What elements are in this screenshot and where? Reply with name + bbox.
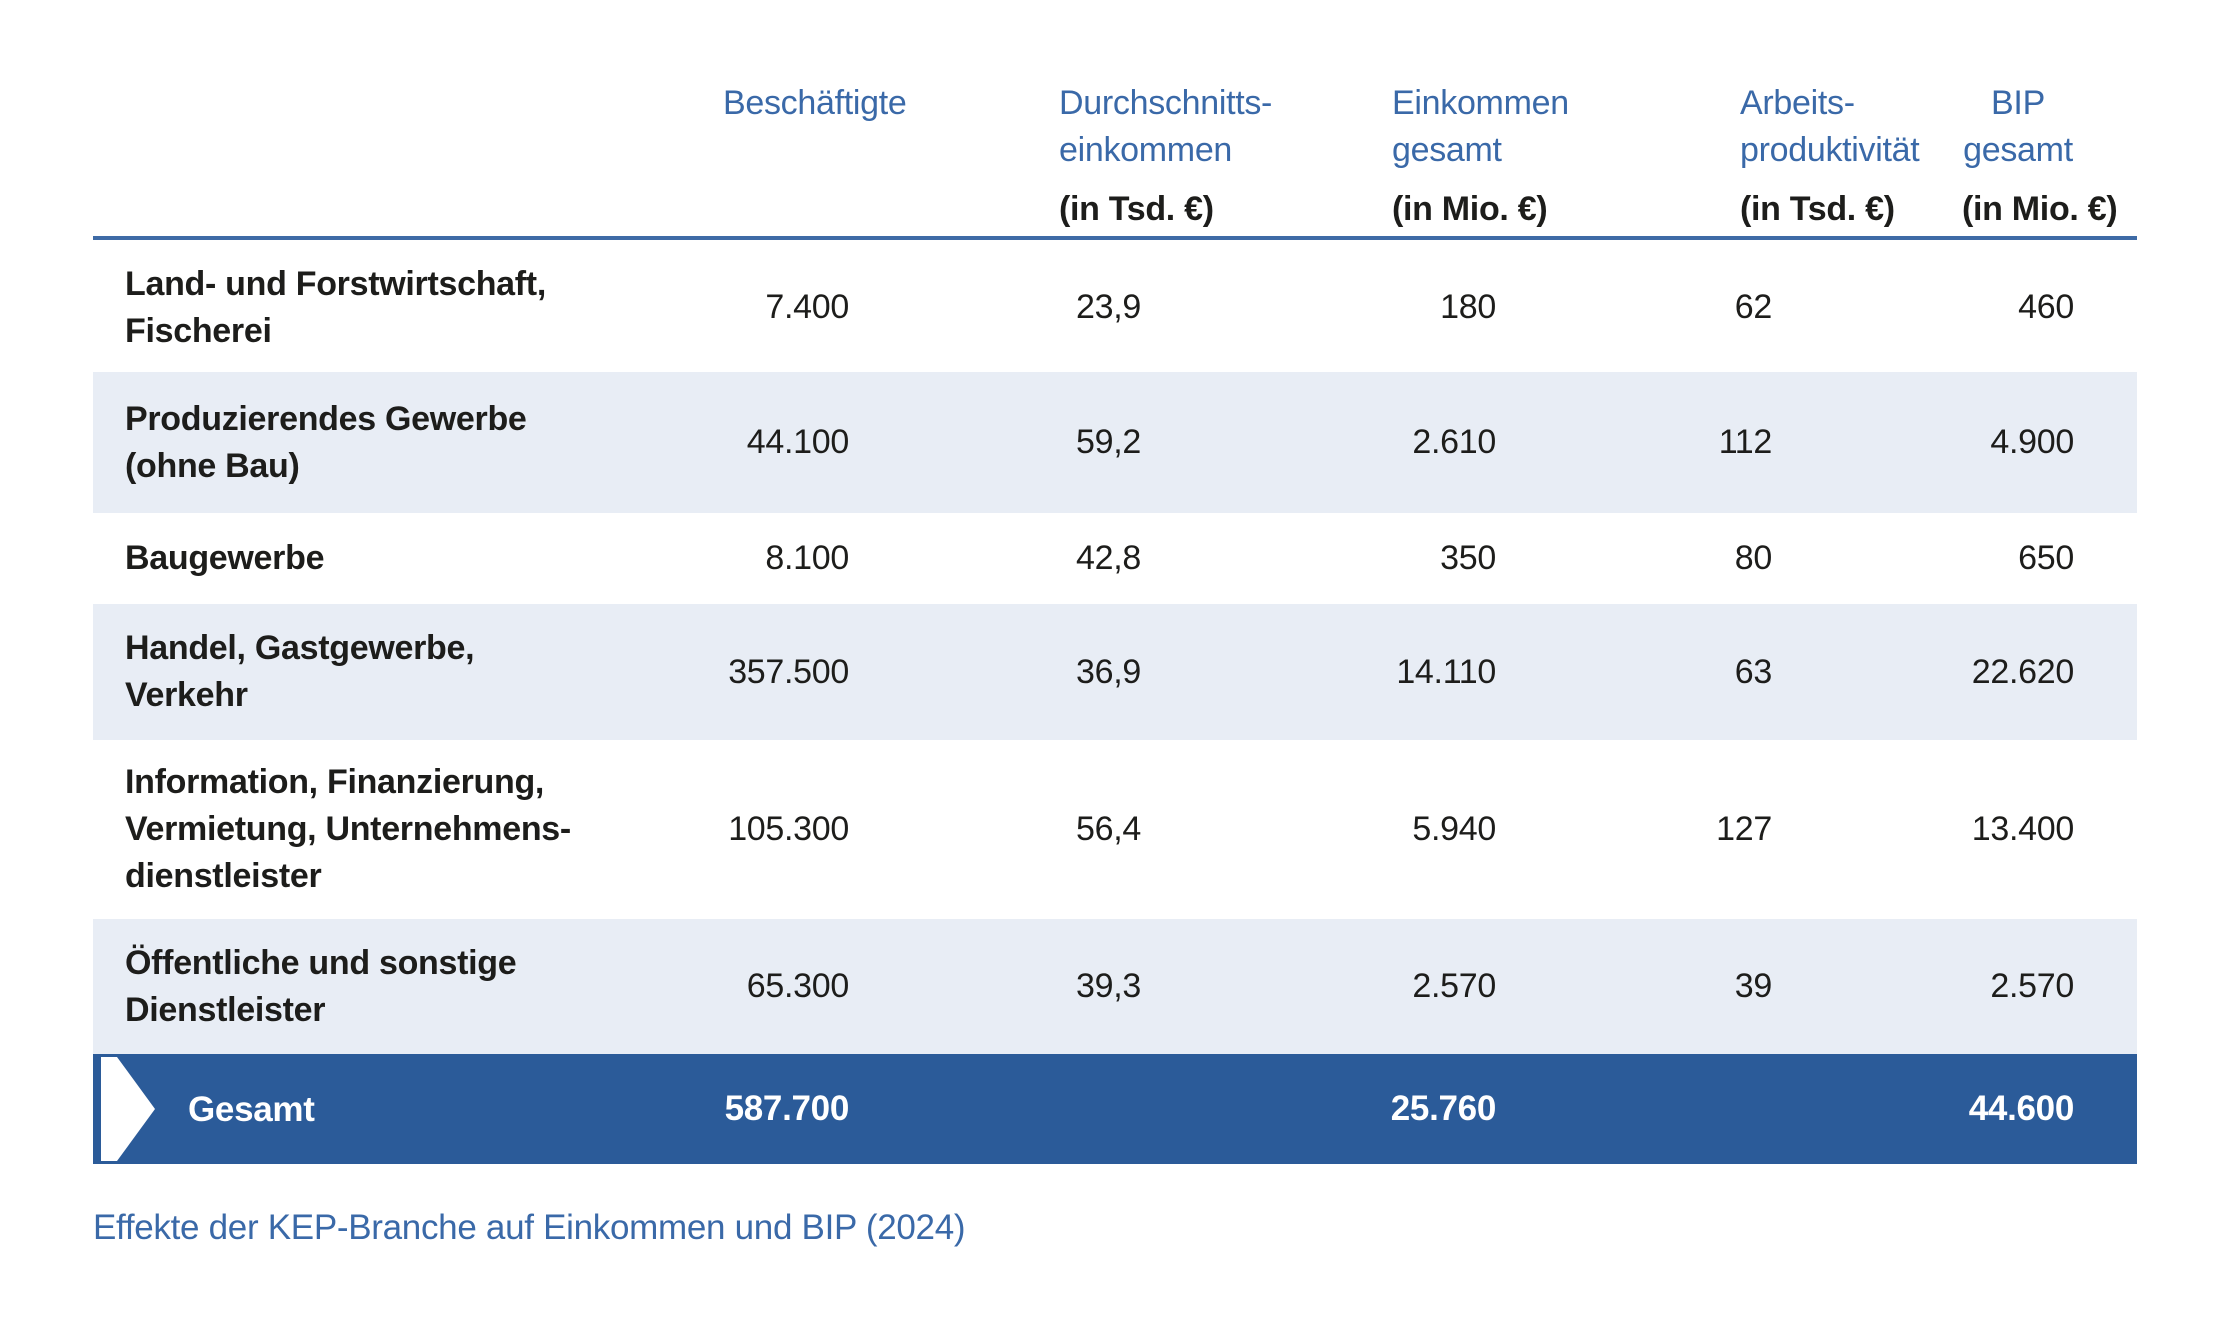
row-label-line: Handel, Gastgewerbe, [125,629,475,667]
row-label: Information, Finanzierung, Vermietung, U… [93,759,573,900]
cell-durchschnittseinkommen: 39,3 [1076,967,1141,1005]
cell-bip-gesamt: 2.570 [1990,967,2074,1005]
column-header-line: gesamt [1392,131,1502,169]
row-label-line: (ohne Bau) [125,446,300,485]
column-header-line: Einkommen [1392,84,1569,122]
row-label: Baugewerbe [93,535,573,582]
column-unit: (in Mio. €) [1392,190,1548,228]
row-label-line: Fischerei [125,311,272,350]
column-header-line: Durchschnitts- [1059,84,1273,122]
cell-arbeitsproduktivitaet: 127 [1716,810,1772,848]
total-label: Gesamt [188,1089,315,1129]
row-label-line: Vermietung, Unternehmens- [125,810,571,848]
column-unit: (in Tsd. €) [1740,190,1895,228]
cell-durchschnittseinkommen: 59,2 [1076,423,1141,461]
cell-arbeitsproduktivitaet: 39 [1734,967,1773,1005]
total-beschaeftigte: 587.700 [724,1089,850,1128]
column-header-beschaeftigte: Beschäftigte [573,80,907,233]
column-header-arbeitsproduktivitaet: Arbeits- produktivität (in Tsd. €) [1496,80,1920,233]
column-header-durchschnittseinkommen: Durchschnitts- einkommen (in Tsd. €) [849,80,1273,233]
cell-beschaeftigte: 65.300 [746,967,850,1005]
header-spacer [93,80,573,233]
cell-bip-gesamt: 13.400 [1971,810,2075,848]
row-label-line: Verkehr [125,676,248,714]
cell-einkommen-gesamt: 180 [1440,288,1496,326]
cell-einkommen-gesamt: 2.570 [1412,967,1496,1005]
cell-beschaeftigte: 357.500 [728,652,849,691]
column-header-line: produktivität [1740,131,1920,169]
cell-einkommen-gesamt: 350 [1440,539,1496,577]
total-einkommen-gesamt: 25.760 [1390,1089,1497,1128]
row-label-line: Information, Finanzierung, [125,763,545,801]
cell-durchschnittseinkommen: 42,8 [1076,539,1141,577]
row-label-line: Baugewerbe [125,539,325,577]
total-row: Gesamt 587.700 25.760 44.600 [93,1054,2137,1164]
column-unit: (in Tsd. €) [1059,190,1214,228]
column-header-line: Beschäftigte [723,84,907,122]
cell-durchschnittseinkommen: 56,4 [1076,810,1141,848]
table-body: Land- und Forstwirtschaft, Fischerei 7.4… [93,243,2137,1054]
cell-bip-gesamt: 4.900 [1990,423,2074,461]
row-label-line: Land- und Forstwirtschaft, [125,264,546,303]
table-row: Baugewerbe 8.100 42,8 350 80 650 [93,513,2137,604]
column-header-einkommen-gesamt: Einkommen gesamt (in Mio. €) [1141,80,1569,233]
cell-arbeitsproduktivitaet: 63 [1734,652,1773,691]
row-label: Land- und Forstwirtschaft, Fischerei [93,261,573,355]
cell-arbeitsproduktivitaet: 112 [1718,423,1773,461]
cell-beschaeftigte: 8.100 [765,539,849,577]
column-header-bip-gesamt: BIP gesamt (in Mio. €) [1772,80,2118,233]
column-header-line: BIP [1991,84,2045,122]
cell-beschaeftigte: 44.100 [746,423,850,461]
cell-bip-gesamt: 650 [2018,539,2074,577]
table-header: Beschäftigte Durchschnitts- einkommen (i… [93,80,2137,233]
cell-durchschnittseinkommen: 23,9 [1076,288,1141,326]
row-label: Öffentliche und sonstige Dienstleister [93,940,573,1034]
cell-durchschnittseinkommen: 36,9 [1076,652,1141,691]
column-unit: (in Mio. €) [1962,190,2118,228]
column-header-line: gesamt [1963,131,2073,169]
row-label: Produzierendes Gewerbe (ohne Bau) [93,396,573,490]
total-row-arrow-notch [101,1057,155,1161]
table-row: Produzierendes Gewerbe (ohne Bau) 44.100… [93,372,2137,513]
table-row: Öffentliche und sonstige Dienstleister 6… [93,919,2137,1054]
row-label: Handel, Gastgewerbe, Verkehr [93,625,573,719]
cell-arbeitsproduktivitaet: 62 [1734,288,1773,326]
row-label-line: Produzierendes Gewerbe [125,399,527,438]
total-bip-gesamt: 44.600 [1968,1089,2075,1128]
table-row: Handel, Gastgewerbe, Verkehr 357.500 36,… [93,604,2137,740]
cell-bip-gesamt: 460 [2018,288,2074,326]
column-header-line: Arbeits- [1740,84,1855,122]
table-caption: Effekte der KEP-Branche auf Einkommen un… [93,1208,966,1247]
table-row: Land- und Forstwirtschaft, Fischerei 7.4… [93,243,2137,372]
cell-einkommen-gesamt: 2.610 [1412,423,1496,461]
cell-beschaeftigte: 105.300 [728,810,849,848]
row-label-line: dienstleister [125,857,322,895]
cell-einkommen-gesamt: 14.110 [1396,652,1496,691]
header-divider-line [93,236,2137,240]
table-row: Information, Finanzierung, Vermietung, U… [93,740,2137,919]
cell-bip-gesamt: 22.620 [1971,652,2075,691]
row-label-line: Öffentliche und sonstige [125,943,517,982]
column-header-line: einkommen [1059,131,1233,169]
cell-arbeitsproduktivitaet: 80 [1734,539,1773,577]
cell-beschaeftigte: 7.400 [765,288,849,326]
cell-einkommen-gesamt: 5.940 [1412,810,1496,848]
row-label-line: Dienstleister [125,990,326,1029]
